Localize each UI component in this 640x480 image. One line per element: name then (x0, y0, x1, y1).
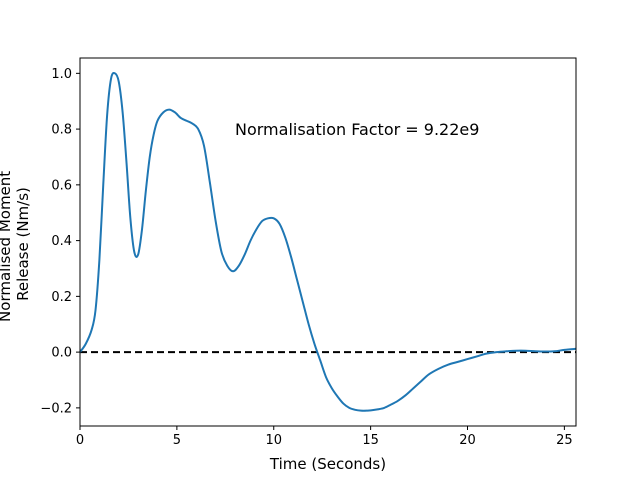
series-line-0 (79, 72, 577, 412)
x-axis-label: Time (Seconds) (269, 455, 386, 473)
y-tick-label: −0.2 (40, 401, 72, 416)
y-axis-label-line-1: Normalised Moment (0, 171, 14, 322)
x-tick-label: 15 (362, 433, 379, 448)
y-tick-label: 1.0 (51, 67, 72, 82)
x-tick-label: 25 (556, 433, 573, 448)
annotation-text: Normalisation Factor = 9.22e9 (235, 120, 479, 139)
plot-area (79, 72, 577, 412)
y-tick-label: 0.6 (51, 178, 72, 193)
y-tick-label: 0.0 (51, 346, 72, 361)
y-tick-label: 0.8 (51, 123, 72, 138)
y-axis-label-line-2: Release (Nm/s) (14, 187, 32, 301)
y-tick-label: 0.2 (51, 290, 72, 305)
x-tick-label: 5 (173, 433, 181, 448)
y-tick-label: 0.4 (51, 234, 72, 249)
x-tick-label: 10 (265, 433, 282, 448)
y-axis-label: Normalised Moment Release (Nm/s) (0, 166, 32, 322)
x-tick-label: 0 (76, 433, 84, 448)
x-tick-label: 20 (459, 433, 476, 448)
axes: 0 5 10 15 20 25 −0.2 0.0 0.2 0.4 0.6 0.8 1.0 (40, 57, 577, 448)
axes-frame (79, 57, 577, 427)
